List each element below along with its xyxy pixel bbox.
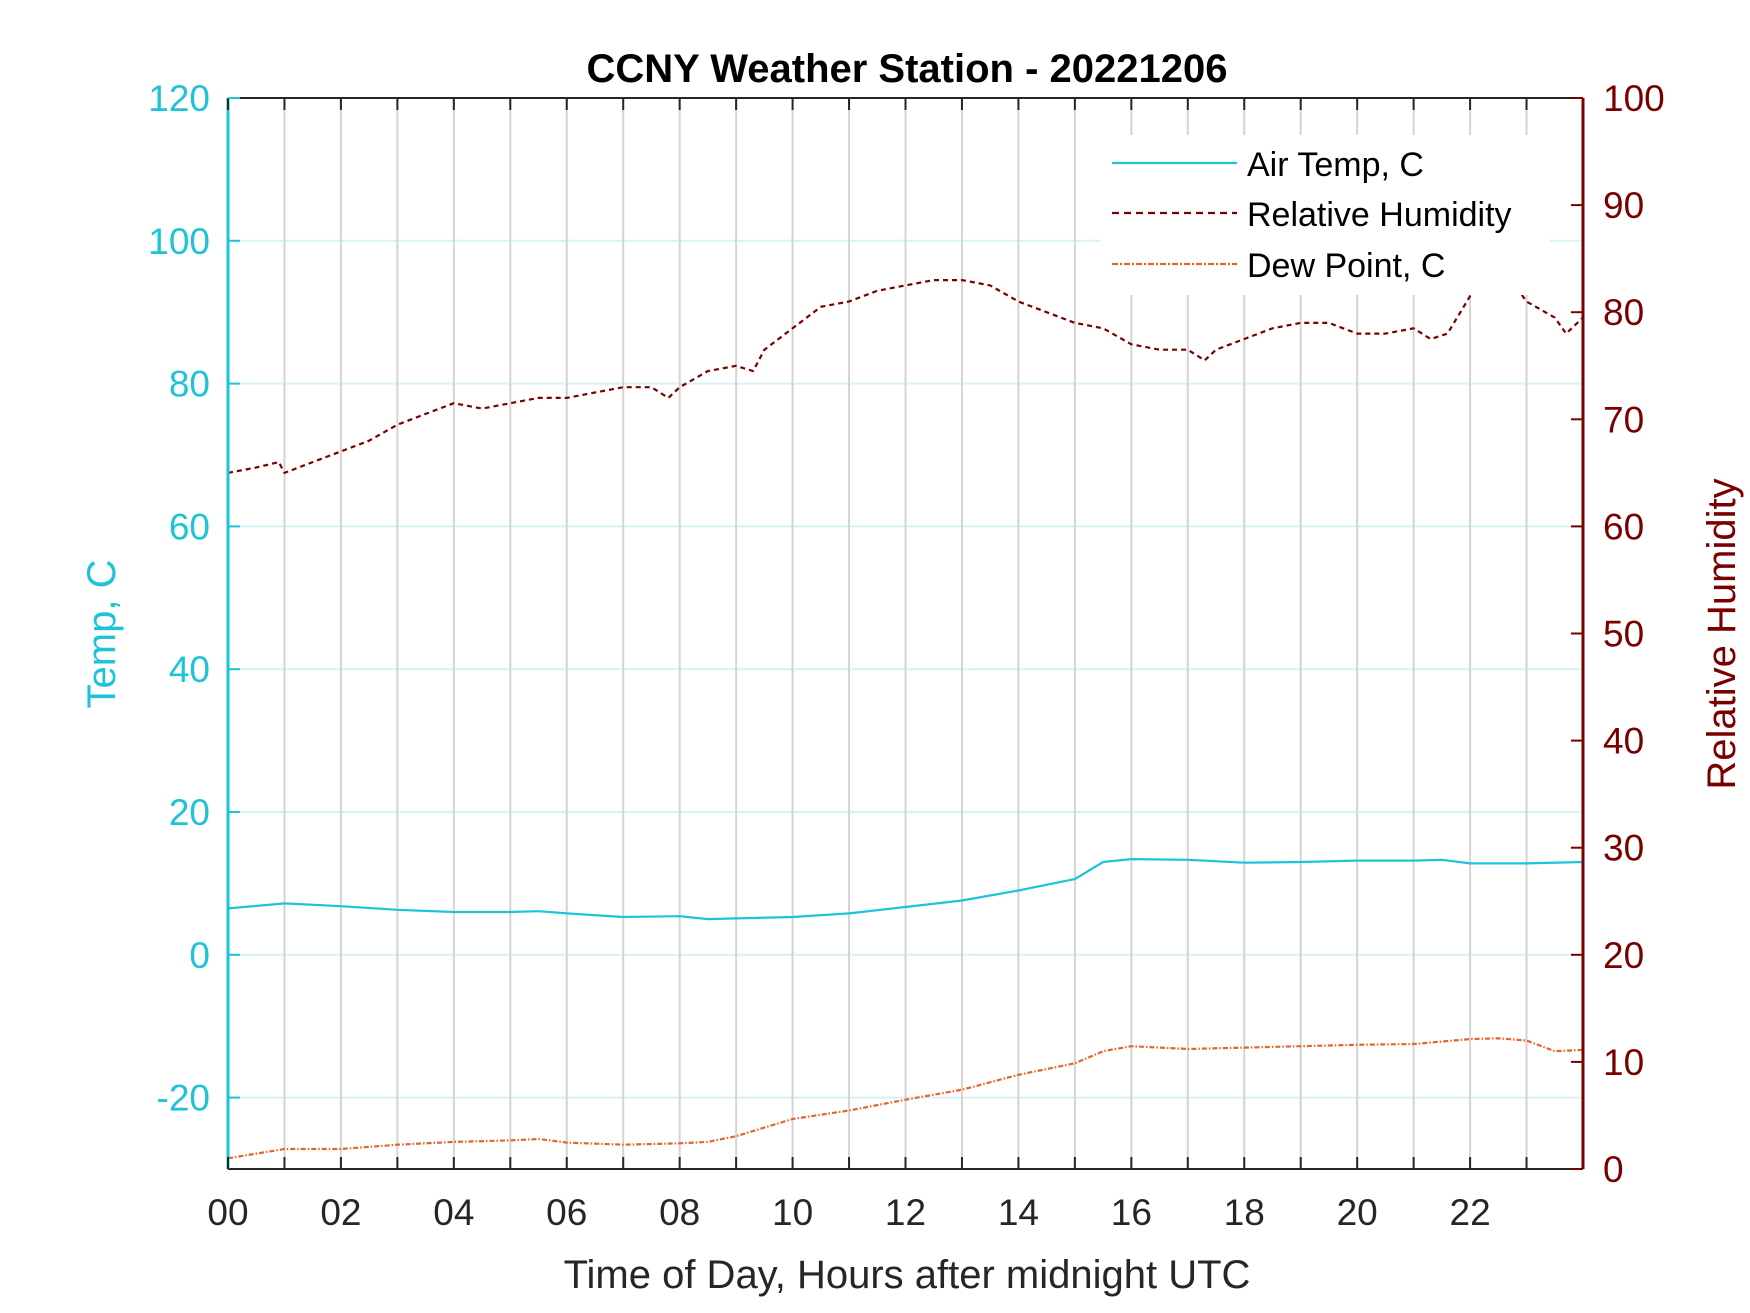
y-axis-right-label: Relative Humidity: [1700, 478, 1744, 789]
y-left-tick-label: 100: [148, 221, 210, 262]
grid: [228, 98, 1583, 1169]
y-left-tick-label: 120: [148, 78, 210, 119]
y-right-tick-label: 50: [1603, 614, 1644, 655]
x-tick-label: 06: [546, 1192, 587, 1233]
y-left-tick-label: -20: [157, 1078, 210, 1119]
x-tick-label: 22: [1450, 1192, 1491, 1233]
y-left-tick-label: 40: [169, 649, 210, 690]
x-tick-label: 18: [1224, 1192, 1265, 1233]
y-right-tick-label: 20: [1603, 935, 1644, 976]
series-relative-humidity-line: [227, 273, 1584, 474]
legend: Air Temp, C Relative Humidity Dew Point,…: [1100, 135, 1550, 295]
legend-label-air-temp: Air Temp, C: [1247, 146, 1424, 184]
x-tick-label: 02: [320, 1192, 361, 1233]
y-left-tick-label: 0: [189, 935, 210, 976]
x-tick-label: 08: [659, 1192, 700, 1233]
y-right-tick-label: 60: [1603, 506, 1644, 547]
x-tick-label: 16: [1111, 1192, 1152, 1233]
y-right-tick-label: 10: [1603, 1042, 1644, 1083]
series-layer: [227, 273, 1584, 1160]
x-tick-label: 20: [1337, 1192, 1378, 1233]
y-left-tick-label: 80: [169, 364, 210, 405]
axes: 00 02 04 06 08 10 12 14 16 18 20 22-200204060801001…: [148, 78, 1664, 1233]
series-dew-point-line: [227, 1037, 1584, 1160]
y-left-tick-label: 60: [169, 506, 210, 547]
y-right-tick-label: 30: [1603, 828, 1644, 869]
x-tick-label: 10: [772, 1192, 813, 1233]
y-right-tick-label: 80: [1603, 292, 1644, 333]
legend-background: [1100, 135, 1550, 295]
y-right-tick-label: 40: [1603, 721, 1644, 762]
x-tick-label: 04: [433, 1192, 474, 1233]
chart-title: CCNY Weather Station - 20221206: [587, 47, 1228, 91]
y-right-tick-label: 0: [1603, 1149, 1624, 1190]
x-axis-label: Time of Day, Hours after midnight UTC: [564, 1253, 1251, 1297]
y-right-tick-label: 100: [1603, 78, 1665, 119]
y-right-tick-label: 90: [1603, 185, 1644, 226]
x-tick-label: 00: [207, 1192, 248, 1233]
x-tick-label: 12: [885, 1192, 926, 1233]
series-air-temp-line: [227, 858, 1584, 921]
y-axis-left-label: Temp, C: [80, 560, 124, 709]
x-tick-label: 14: [998, 1192, 1039, 1233]
y-left-tick-label: 20: [169, 792, 210, 833]
y-right-tick-label: 70: [1603, 399, 1644, 440]
legend-label-dew-point: Dew Point, C: [1247, 247, 1445, 285]
legend-label-relative-humidity: Relative Humidity: [1247, 196, 1512, 234]
